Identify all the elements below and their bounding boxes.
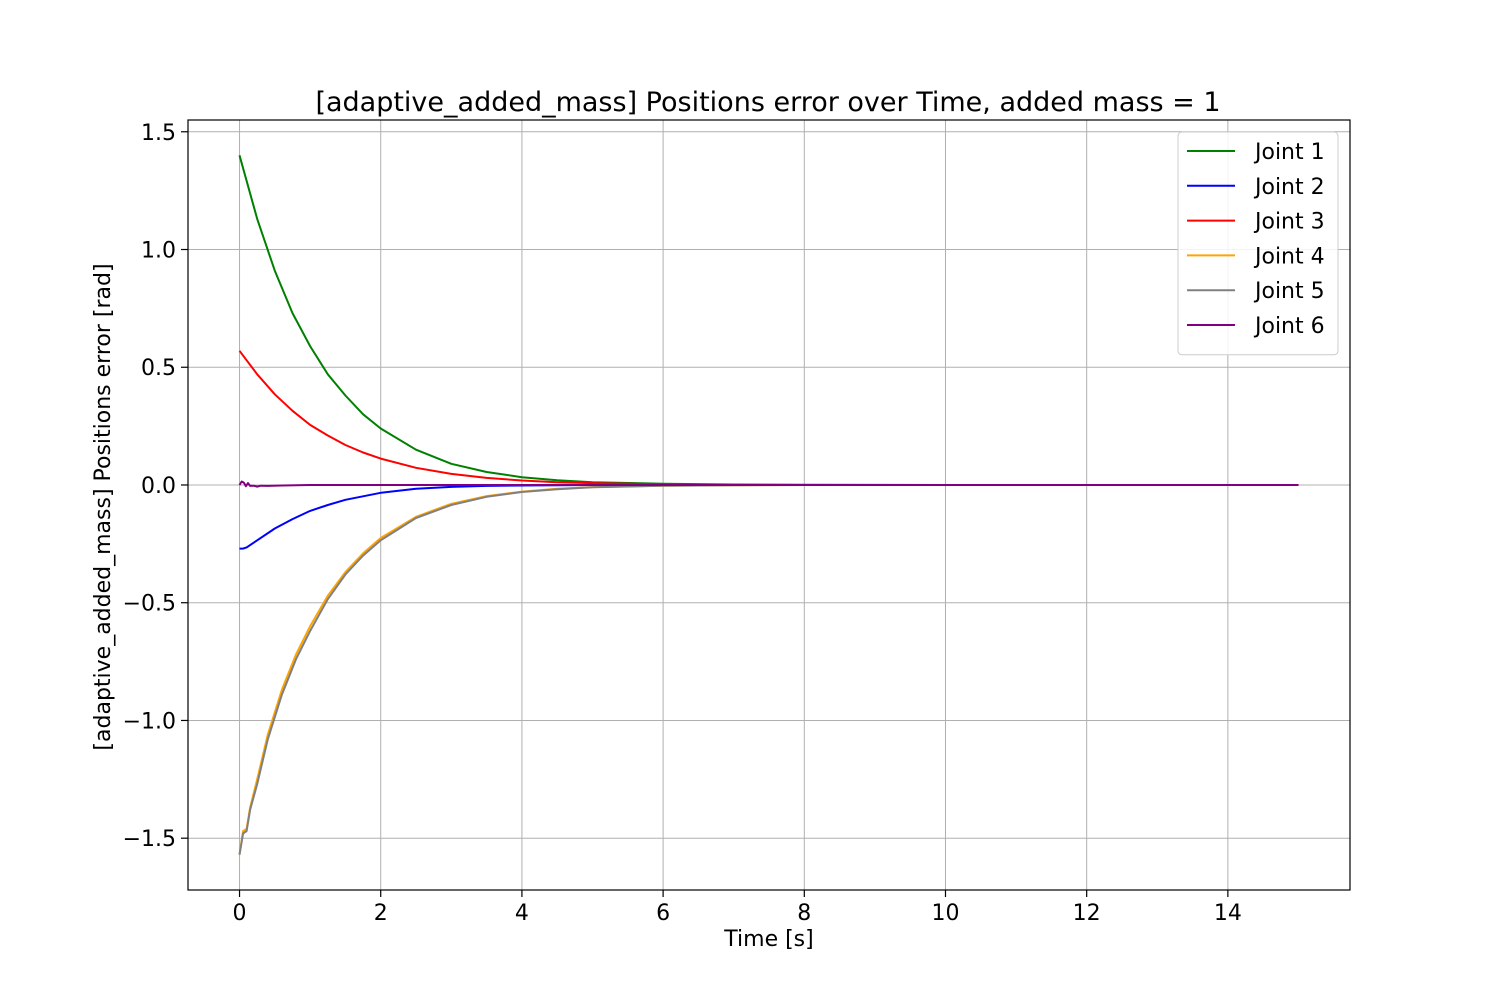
y-tick-label: −0.5: [123, 592, 176, 617]
x-tick-label: 0: [233, 901, 247, 926]
legend-label: Joint 1: [1253, 140, 1325, 165]
series-line-joint-1: [238, 155, 1299, 486]
chart-title: [adaptive_added_mass] Positions error ov…: [315, 87, 1220, 118]
series-line-joint-4: [238, 484, 1299, 855]
x-tick-label: 12: [1073, 901, 1101, 926]
x-tick-label: 14: [1214, 901, 1242, 926]
series-line-joint-6: [238, 480, 1299, 488]
y-axis-label: [adaptive_added_mass] Positions error [r…: [91, 263, 116, 750]
grid-layer: [188, 120, 1350, 890]
legend-label: Joint 6: [1253, 314, 1325, 339]
y-tick-label: 0.5: [141, 356, 176, 381]
x-tick-label: 6: [656, 901, 670, 926]
y-tick-label: 0.0: [141, 474, 176, 499]
legend-label: Joint 2: [1253, 175, 1325, 200]
series-line-joint-2: [239, 484, 1299, 550]
x-axis-label: Time [s]: [723, 927, 813, 952]
legend: Joint 1 Joint 2 Joint 3 Joint 4 Joint 5 Joint…: [1177, 131, 1339, 356]
legend-label: Joint 4: [1253, 244, 1325, 269]
x-axis-ticks: 0 2 4 6 8 10 12 14: [233, 890, 1242, 926]
series-line-joint-5: [238, 484, 1299, 855]
y-tick-label: −1.0: [123, 709, 176, 734]
legend-box: [1177, 131, 1339, 356]
x-tick-label: 8: [797, 901, 811, 926]
x-tick-label: 4: [515, 901, 529, 926]
plot-frame: [187, 119, 1351, 891]
x-tick-label: 2: [374, 901, 388, 926]
legend-label: Joint 3: [1253, 210, 1325, 235]
legend-label: Joint 5: [1253, 279, 1325, 304]
series-line-joint-3: [238, 350, 1299, 486]
series-layer: [238, 155, 1299, 855]
y-tick-label: 1.5: [141, 121, 176, 146]
y-tick-label: 1.0: [141, 239, 176, 264]
y-axis-ticks: −1.5 −1.0 −0.5 0.0 0.5 1.0 1.5: [123, 121, 188, 852]
x-tick-label: 10: [931, 901, 959, 926]
y-tick-label: −1.5: [123, 827, 176, 852]
